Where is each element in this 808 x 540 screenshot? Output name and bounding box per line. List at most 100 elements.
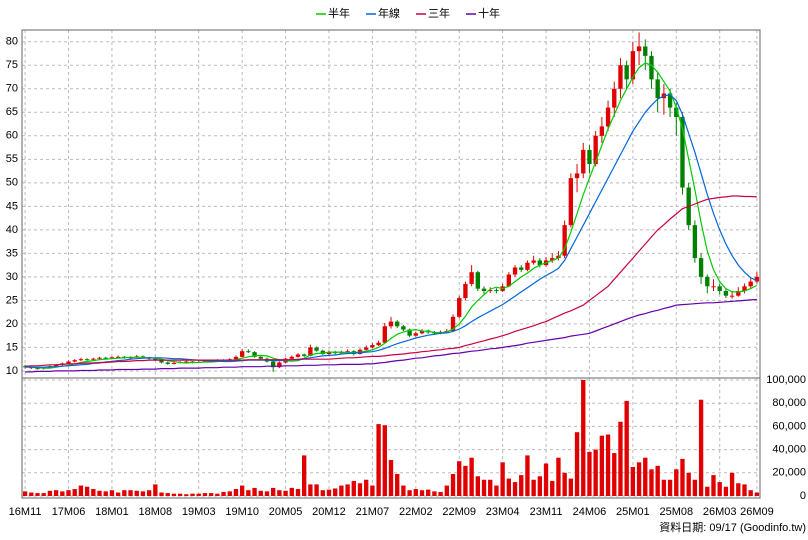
volume-bar <box>283 490 288 496</box>
volume-bar <box>128 490 133 496</box>
candle-body <box>413 333 418 336</box>
volume-bar <box>624 400 629 496</box>
volume-bar <box>171 493 177 496</box>
volume-bar <box>512 482 518 496</box>
y-tick-label: 65 <box>6 106 18 118</box>
volume-bar <box>593 449 598 496</box>
y2-tick-label: 60,000 <box>772 420 806 432</box>
volume-bar <box>295 489 301 496</box>
volume-bar <box>469 457 474 496</box>
y-tick-label: 55 <box>6 153 18 165</box>
volume-bar <box>146 490 152 496</box>
volume-bar <box>184 494 189 496</box>
volume-bar <box>388 460 394 496</box>
volume-bar <box>556 457 561 496</box>
candle-body <box>469 272 474 284</box>
volume-bar <box>742 484 747 496</box>
volume-bar <box>736 483 741 496</box>
x-tick-label: 23M11 <box>530 506 563 518</box>
candle-body <box>705 276 710 287</box>
candle-body <box>711 286 716 288</box>
candle-body <box>618 65 623 89</box>
volume-bar <box>221 491 226 496</box>
volume-bar <box>308 484 313 496</box>
volume-bar <box>525 455 530 496</box>
volume-bar <box>376 424 381 496</box>
volume-bar <box>78 485 84 496</box>
volume-bar <box>177 493 183 496</box>
x-tick-label: 26M09 <box>740 506 774 518</box>
candle-body <box>109 357 115 359</box>
candle-body <box>258 356 263 359</box>
volume-bar <box>208 493 214 496</box>
volume-bar <box>481 479 487 496</box>
volume-bar <box>72 489 77 496</box>
volume-bar <box>333 488 338 496</box>
y2-tick-label: 40,000 <box>772 444 806 456</box>
volume-frame <box>21 377 761 499</box>
volume-bar <box>357 483 363 496</box>
candle-body <box>159 360 164 363</box>
volume-bar <box>35 493 40 496</box>
candle-body <box>35 368 40 370</box>
candle-body <box>717 286 722 291</box>
candle-body <box>78 359 84 361</box>
volume-bar <box>29 492 34 496</box>
volume-bar <box>351 480 356 496</box>
volume-bar <box>661 479 667 496</box>
candle-body <box>742 286 747 291</box>
volume-bar <box>506 478 512 496</box>
candle-body <box>599 126 605 136</box>
legend-label: 年線 <box>378 6 400 20</box>
candle-body <box>407 329 412 336</box>
candle-body <box>574 173 580 179</box>
volume-bar <box>314 484 319 496</box>
candle-body <box>748 281 753 287</box>
candle-body <box>72 360 77 362</box>
candle-body <box>171 362 177 364</box>
candle-body <box>84 359 90 361</box>
volume-bar <box>605 434 611 496</box>
candle-body <box>643 46 648 56</box>
volume-bar <box>84 486 90 496</box>
volume-bar <box>457 461 462 496</box>
legend-label: 半年 <box>328 6 350 20</box>
candle-body <box>463 283 468 299</box>
candle-body <box>729 295 735 297</box>
volume-bar <box>636 462 642 496</box>
volume-bar <box>53 490 59 496</box>
x-tick-label: 19M03 <box>182 506 216 518</box>
volume-bar <box>438 491 443 496</box>
volume-bar <box>612 453 617 496</box>
candle-body <box>320 350 325 355</box>
candle-body <box>475 272 480 289</box>
volume-bar <box>345 484 350 496</box>
volume-bar <box>562 472 567 496</box>
x-tick-label: 16M11 <box>9 506 42 518</box>
volume-bar <box>748 490 753 496</box>
volume-bar <box>153 484 158 496</box>
candle-body <box>184 361 189 363</box>
volume-bar <box>382 425 387 496</box>
candle-body <box>581 149 586 174</box>
y-tick-label: 15 <box>6 341 18 353</box>
candle-body <box>401 326 406 330</box>
volume-bar <box>66 490 71 496</box>
volume-bar <box>500 462 505 496</box>
volume-bar <box>252 487 257 496</box>
candle-body <box>314 347 319 351</box>
volume-bar <box>568 478 574 496</box>
volume-bar <box>550 480 555 496</box>
candle-body <box>382 326 387 343</box>
volume-bar <box>543 463 549 496</box>
volume-bar <box>264 491 270 496</box>
volume-bar <box>320 490 325 496</box>
candle-body <box>736 291 741 296</box>
volume-bar <box>227 491 232 496</box>
x-tick-label: 18M08 <box>139 506 173 518</box>
candle-body <box>723 291 729 296</box>
x-tick-label: 25M08 <box>659 506 693 518</box>
volume-bar <box>60 491 65 496</box>
x-tick-label: 25M01 <box>616 506 650 518</box>
volume-bar <box>519 475 524 496</box>
